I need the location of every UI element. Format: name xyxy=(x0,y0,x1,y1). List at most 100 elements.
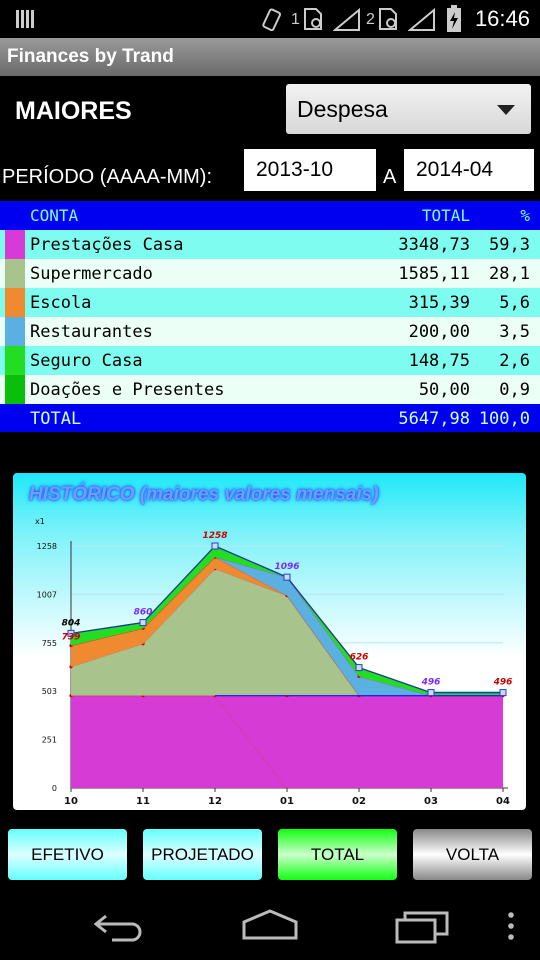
y-tick-label: 251 xyxy=(42,736,57,745)
y-tick-label: 503 xyxy=(42,687,57,696)
notification-bars-icon xyxy=(16,10,34,28)
y-tick-label: 1258 xyxy=(37,542,57,551)
color-swatch xyxy=(5,288,25,317)
x-tick-label: 02 xyxy=(352,796,366,807)
table-row[interactable]: Supermercado 1585,11 28,1 xyxy=(0,259,540,288)
data-label: 496 xyxy=(421,678,441,688)
table-total-row: TOTAL 5647,98 100,0 xyxy=(0,404,540,433)
table-header: CONTA TOTAL % xyxy=(0,201,540,230)
table-row[interactable]: Prestações Casa 3348,73 59,3 xyxy=(0,230,540,259)
vibrate-icon xyxy=(262,8,282,32)
chart-canvas: 0 251 503 755 1007 1258 x1 804 860 1258 1096 626 496… xyxy=(35,517,513,807)
x-tick-label: 03 xyxy=(424,796,438,807)
sim1-label: 1 xyxy=(291,11,300,28)
row-percent: 0,9 xyxy=(499,380,530,400)
total-percent: 100,0 xyxy=(478,409,530,429)
secondary-data-label: 739 xyxy=(62,633,81,643)
data-label: 804 xyxy=(62,618,81,628)
volta-button[interactable]: VOLTA xyxy=(413,829,532,880)
color-swatch xyxy=(5,259,25,288)
clock: 16:46 xyxy=(474,6,530,31)
data-label: 1096 xyxy=(274,562,299,572)
history-chart: 0 251 503 755 1007 1258 x1 804 860 1258 1096 626 496… xyxy=(13,473,526,810)
period-start-input[interactable] xyxy=(244,149,376,191)
x-tick-label: 04 xyxy=(496,796,510,807)
menu-icon[interactable] xyxy=(506,910,516,944)
row-percent: 5,6 xyxy=(499,293,530,313)
chart-title: HISTÓRICO (maiores valores mensais) xyxy=(29,484,379,505)
row-percent: 59,3 xyxy=(489,235,530,255)
data-label: 626 xyxy=(350,653,369,663)
row-account: Restaurantes xyxy=(30,322,153,342)
color-swatch xyxy=(5,230,25,259)
row-account: Doações e Presentes xyxy=(30,380,225,400)
navigation-bar xyxy=(0,892,540,960)
row-account: Prestações Casa xyxy=(30,235,184,255)
sim1-icon xyxy=(304,8,322,30)
y-tick-label: 1007 xyxy=(37,590,57,599)
efetivo-button[interactable]: EFETIVO xyxy=(8,829,127,880)
header-percent: % xyxy=(520,206,530,225)
row-account: Supermercado xyxy=(30,264,153,284)
total-label: TOTAL xyxy=(30,409,82,429)
projetado-button[interactable]: PROJETADO xyxy=(143,829,262,880)
y-tick-label: 0 xyxy=(52,784,57,793)
area-series-2 xyxy=(71,568,503,696)
signal-icon-2 xyxy=(408,8,435,31)
x-tick-label: 10 xyxy=(64,796,78,807)
sim2-label: 2 xyxy=(366,11,375,28)
x-tick-label: 01 xyxy=(280,796,294,807)
period-end-input[interactable] xyxy=(404,149,534,191)
area-series-0 xyxy=(71,695,503,788)
y-unit-label: x1 xyxy=(35,517,45,526)
row-percent: 3,5 xyxy=(499,322,530,342)
total-point xyxy=(283,573,291,581)
row-total: 1585,11 xyxy=(398,264,470,284)
type-select[interactable]: Despesa xyxy=(286,84,531,134)
table-row[interactable]: Escola 315,39 5,6 xyxy=(0,288,540,317)
sim2-icon xyxy=(379,8,397,30)
home-icon[interactable] xyxy=(241,908,299,942)
recents-icon[interactable] xyxy=(393,908,451,944)
area-series-1 xyxy=(71,695,503,788)
total-point xyxy=(427,689,435,697)
row-total: 315,39 xyxy=(408,293,470,313)
total-value: 5647,98 xyxy=(398,409,470,429)
total-point xyxy=(499,689,507,697)
data-label: 496 xyxy=(493,678,513,688)
header-account: CONTA xyxy=(30,206,79,225)
area-series-4 xyxy=(71,557,503,696)
row-total: 50,00 xyxy=(418,380,470,400)
total-point xyxy=(67,629,75,637)
row-account: Escola xyxy=(30,293,92,313)
total-point xyxy=(355,664,363,672)
x-tick-label: 12 xyxy=(208,796,222,807)
back-icon[interactable] xyxy=(92,910,148,942)
header-total: TOTAL xyxy=(421,206,470,225)
status-bar: 1 2 16:46 xyxy=(0,0,540,38)
battery-charging-icon xyxy=(447,5,461,32)
page-title: MAIORES xyxy=(15,97,132,125)
color-swatch xyxy=(5,317,25,346)
table-row[interactable]: Seguro Casa 148,75 2,6 xyxy=(0,346,540,375)
total-point xyxy=(139,619,147,627)
type-select-value: Despesa xyxy=(297,96,388,122)
period-separator: A xyxy=(383,166,397,188)
color-swatch xyxy=(5,375,25,404)
row-percent: 28,1 xyxy=(489,264,530,284)
color-swatch xyxy=(5,346,25,375)
y-tick-label: 755 xyxy=(42,639,57,648)
table-row[interactable]: Doações e Presentes 50,00 0,9 xyxy=(0,375,540,404)
row-account: Seguro Casa xyxy=(30,351,143,371)
data-label: 860 xyxy=(134,608,153,618)
period-label: PERÍODO (AAAA-MM): xyxy=(2,166,213,188)
row-total: 148,75 xyxy=(408,351,470,371)
app-title: Finances by Trand xyxy=(7,46,174,67)
row-percent: 2,6 xyxy=(499,351,530,371)
total-button[interactable]: TOTAL xyxy=(278,829,397,880)
total-point xyxy=(211,542,219,550)
row-total: 200,00 xyxy=(408,322,470,342)
signal-icon-1 xyxy=(333,8,360,31)
table-row[interactable]: Restaurantes 200,00 3,5 xyxy=(0,317,540,346)
dropdown-arrow-icon xyxy=(497,105,515,115)
